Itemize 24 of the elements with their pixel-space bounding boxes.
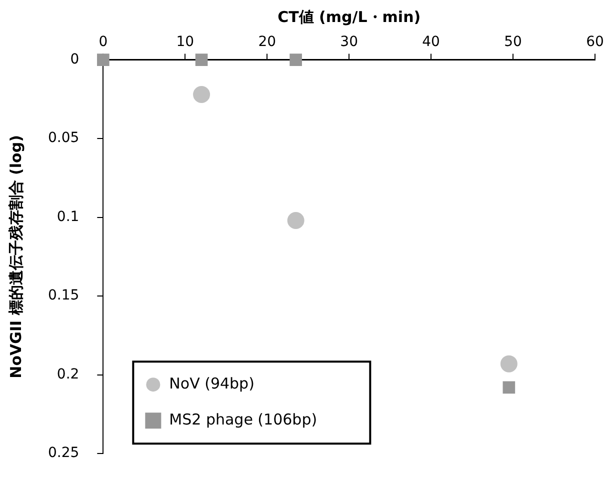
- x-tick-label: 0: [98, 34, 108, 50]
- point: [500, 355, 518, 372]
- x-tick-label: 60: [586, 34, 604, 50]
- y-tick-label: 0.15: [48, 288, 80, 304]
- y-axis-title: NoVGII 標的遺伝子残存割合 (log): [6, 135, 25, 378]
- y-tick-label: 0.1: [56, 208, 80, 225]
- y-tick-label: 0.25: [48, 445, 80, 462]
- point: [195, 54, 208, 66]
- legend-label: MS2 phage (106bp): [169, 410, 318, 428]
- point: [287, 212, 304, 229]
- point: [97, 54, 110, 66]
- x-tick-label: 30: [340, 34, 358, 50]
- x-axis-title: CT値 (mg/L・min): [278, 8, 421, 26]
- x-tick-label: 40: [422, 34, 440, 50]
- y-tick-label: 0.05: [48, 130, 80, 146]
- y-tick-label: 0: [70, 51, 80, 68]
- legend-label: NoV (94bp): [169, 374, 254, 392]
- y-tick-label: 0.2: [56, 366, 80, 382]
- point: [502, 381, 516, 394]
- x-tick-label: 10: [176, 34, 194, 50]
- x-tick-label: 20: [258, 34, 276, 50]
- point: [193, 86, 210, 103]
- point: [290, 54, 302, 66]
- x-tick-label: 50: [504, 34, 522, 50]
